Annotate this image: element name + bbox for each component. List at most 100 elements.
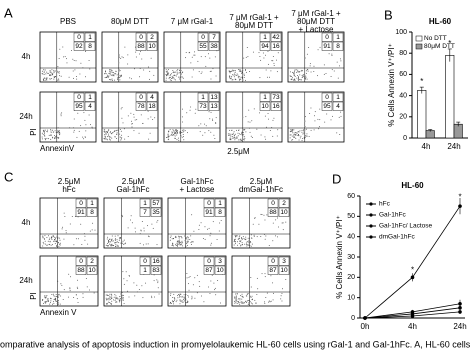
event-dot <box>55 294 57 296</box>
event-dot <box>106 76 108 78</box>
event-dot <box>233 241 235 243</box>
event-dot <box>173 78 175 80</box>
quadrant-box <box>332 92 344 102</box>
event-dot <box>229 129 231 131</box>
event-dot <box>73 118 75 120</box>
event-dot <box>241 72 243 74</box>
y-tick-label: 40 <box>347 234 355 241</box>
x-tick-label: 4h <box>408 322 417 331</box>
event-dot <box>107 74 109 76</box>
quadrant-box <box>270 32 282 42</box>
event-dot <box>105 244 107 246</box>
event-dot <box>47 299 49 301</box>
event-dot <box>68 273 70 275</box>
event-dot <box>291 139 293 141</box>
event-dot <box>108 136 110 138</box>
event-dot <box>233 73 235 75</box>
event-dot <box>179 236 181 238</box>
event-dot <box>309 65 311 67</box>
event-dot <box>177 240 179 242</box>
event-dot <box>186 302 188 304</box>
event-dot <box>293 71 295 73</box>
event-dot <box>118 131 120 133</box>
event-dot <box>43 133 45 135</box>
quadrant-box <box>267 198 279 208</box>
event-dot <box>258 223 260 225</box>
event-dot <box>118 299 120 301</box>
quadrant-box <box>146 101 158 111</box>
event-dot <box>178 78 180 80</box>
event-dot <box>317 118 319 120</box>
event-dot <box>153 280 155 282</box>
event-dot <box>54 241 56 243</box>
quadrant-value: 0 <box>143 258 147 265</box>
event-dot <box>303 137 305 139</box>
event-dot <box>303 132 305 134</box>
event-dot <box>47 240 49 242</box>
event-dot <box>42 300 44 302</box>
event-dot <box>204 123 206 125</box>
event-dot <box>117 235 119 237</box>
event-dot <box>244 136 246 138</box>
event-dot <box>93 292 95 294</box>
event-dot <box>151 223 153 225</box>
legend-marker <box>369 202 373 206</box>
quadrant-value: 1 <box>336 34 340 41</box>
event-dot <box>306 133 308 135</box>
event-dot <box>58 137 60 139</box>
event-dot <box>204 132 206 134</box>
event-dot <box>309 63 311 65</box>
event-dot <box>49 78 51 80</box>
event-dot <box>57 236 59 238</box>
event-dot <box>83 233 85 235</box>
event-dot <box>178 76 180 78</box>
event-dot <box>166 74 168 76</box>
event-dot <box>325 72 327 74</box>
event-dot <box>198 71 200 73</box>
event-dot <box>245 236 247 238</box>
event-dot <box>181 76 183 78</box>
event-dot <box>236 302 238 304</box>
event-dot <box>142 122 144 124</box>
event-dot <box>167 74 169 76</box>
event-dot <box>167 69 169 71</box>
event-dot <box>269 130 271 132</box>
event-dot <box>298 76 300 78</box>
event-dot <box>118 70 120 72</box>
event-dot <box>176 131 178 133</box>
event-dot <box>179 242 181 244</box>
event-dot <box>186 132 188 134</box>
event-dot <box>179 296 181 298</box>
quadrant-value: 18 <box>148 103 156 110</box>
quadrant-box <box>86 207 98 217</box>
event-dot <box>46 71 48 73</box>
quadrant-value: 1 <box>263 34 267 41</box>
event-dot <box>118 242 120 244</box>
event-dot <box>44 134 46 136</box>
event-dot <box>186 241 188 243</box>
event-dot <box>190 235 192 237</box>
event-dot <box>53 295 55 297</box>
event-dot <box>171 245 173 247</box>
event-dot <box>165 77 167 79</box>
event-dot <box>248 109 250 111</box>
event-dot <box>174 133 176 135</box>
event-dot <box>238 302 240 304</box>
event-dot <box>74 216 76 218</box>
event-dot <box>247 241 249 243</box>
event-dot <box>239 139 241 141</box>
event-dot <box>292 129 294 131</box>
event-dot <box>234 300 236 302</box>
event-dot <box>94 229 96 231</box>
event-dot <box>234 134 236 136</box>
event-dot <box>172 129 174 131</box>
event-dot <box>234 238 236 240</box>
event-dot <box>174 71 176 73</box>
event-dot <box>43 302 45 304</box>
event-dot <box>313 65 315 67</box>
event-dot <box>110 74 112 76</box>
event-dot <box>237 77 239 79</box>
event-dot <box>172 72 174 74</box>
event-dot <box>305 76 307 78</box>
event-dot <box>238 298 240 300</box>
